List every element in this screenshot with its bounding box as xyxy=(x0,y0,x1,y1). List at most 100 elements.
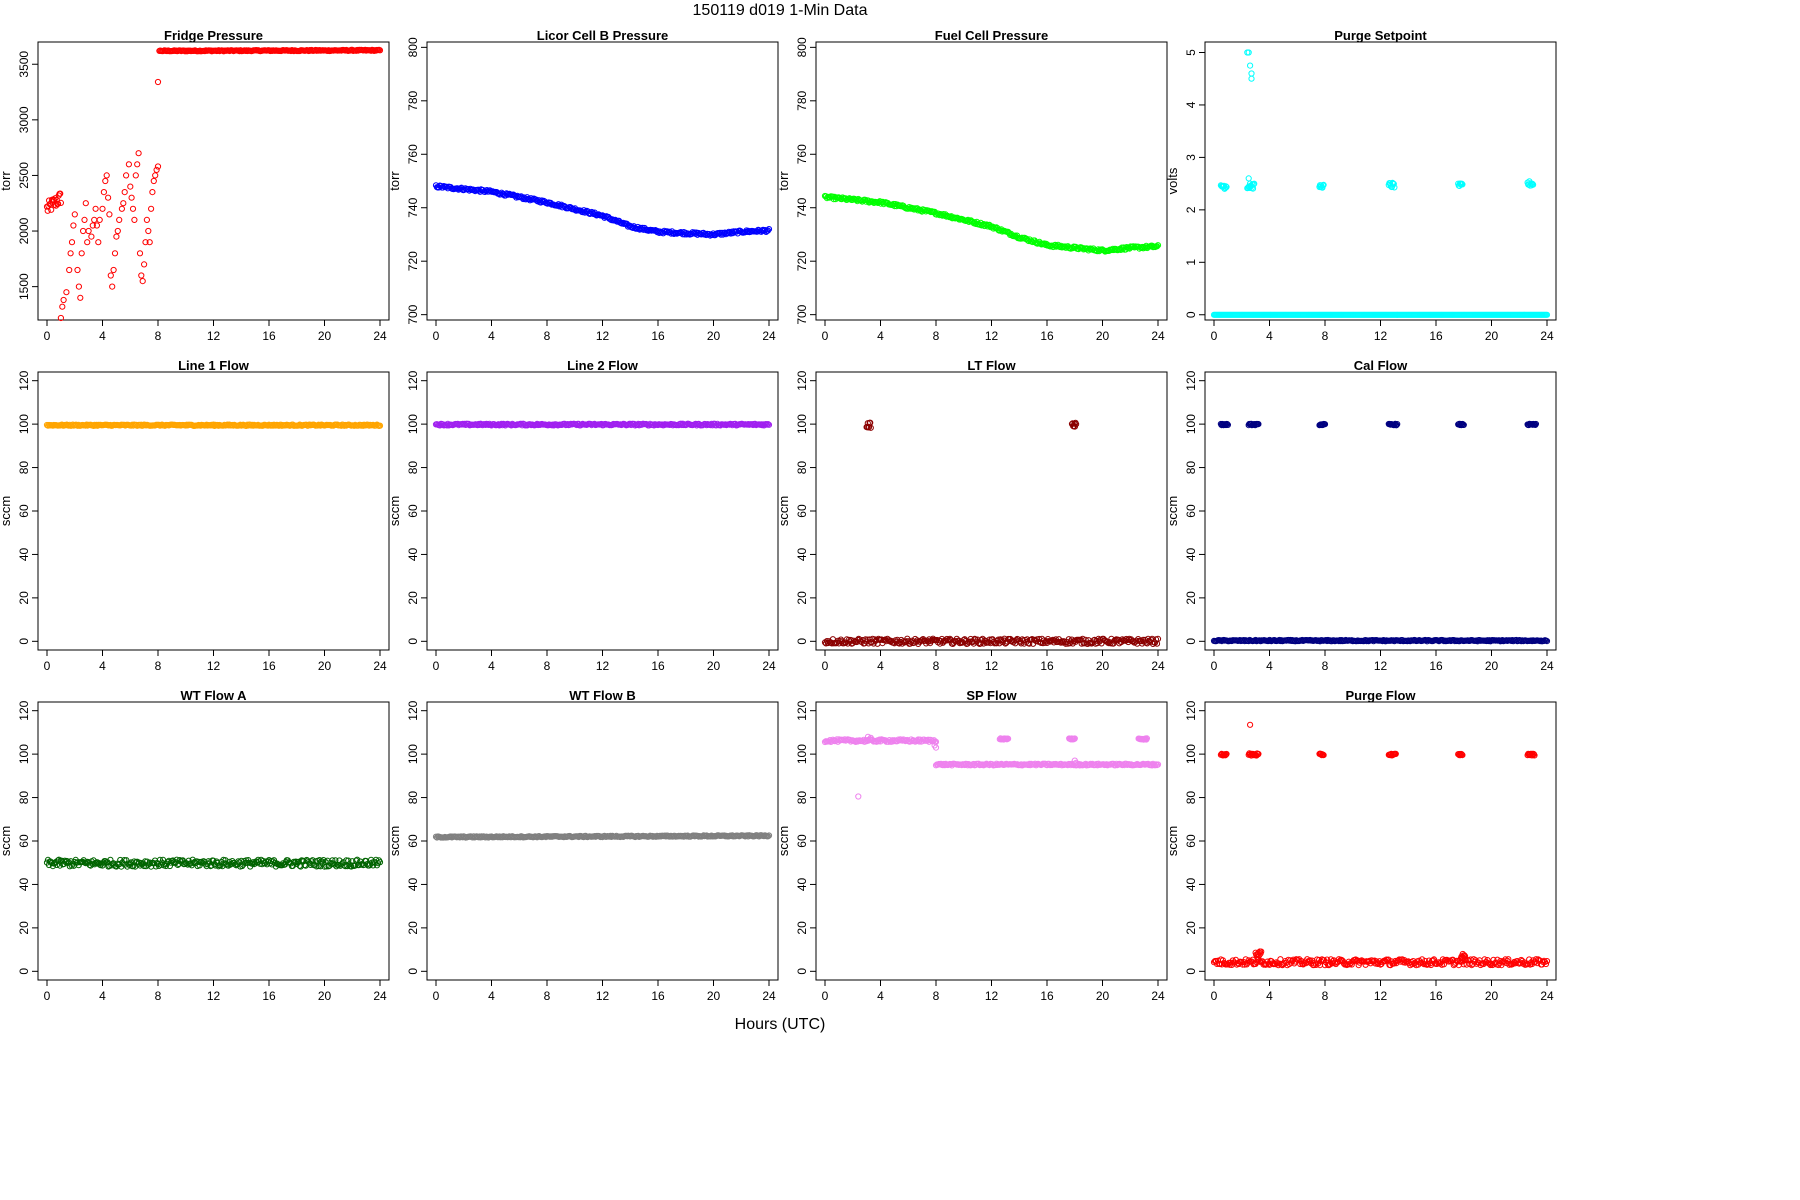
x-tick-label: 20 xyxy=(1096,659,1110,673)
plot-frame xyxy=(37,41,390,321)
y-tick-label: 100 xyxy=(17,414,31,434)
data-point xyxy=(91,216,98,223)
y-tick-label: 80 xyxy=(795,461,809,475)
y-tick-label: 120 xyxy=(17,370,31,390)
data-point xyxy=(68,239,76,246)
y-tick-label: 700 xyxy=(406,304,420,324)
plot-frame xyxy=(37,371,390,651)
x-tick-label: 12 xyxy=(596,329,610,343)
y-tick-label: 80 xyxy=(1184,461,1198,475)
plot-frame xyxy=(426,701,779,981)
x-tick-label: 12 xyxy=(1374,659,1388,673)
data-point xyxy=(855,793,862,800)
data-point xyxy=(376,47,384,54)
y-tick-label: 40 xyxy=(406,547,420,561)
y-tick-label: 20 xyxy=(1184,591,1198,605)
x-tick-label: 4 xyxy=(99,329,106,343)
y-tick-label: 0 xyxy=(1184,968,1198,975)
y-tick-label: 20 xyxy=(1184,921,1198,935)
y-axis-label: torr xyxy=(387,171,402,191)
data-point xyxy=(1043,639,1051,647)
x-tick-label: 16 xyxy=(1429,329,1443,343)
x-tick-label: 8 xyxy=(933,989,940,1003)
data-point xyxy=(114,227,121,235)
data-point xyxy=(1391,184,1398,191)
y-tick-label: 100 xyxy=(1184,414,1198,434)
data-point xyxy=(150,177,157,185)
x-tick-label: 16 xyxy=(262,659,276,673)
chart-title: Purge Flow xyxy=(1345,688,1416,703)
data-point xyxy=(1530,181,1537,188)
y-tick-label: 0 xyxy=(795,638,809,645)
x-tick-label: 0 xyxy=(1211,659,1218,673)
data-point xyxy=(96,216,103,223)
chart-title: WT Flow A xyxy=(181,688,248,703)
x-tick-label: 24 xyxy=(1540,329,1554,343)
data-point xyxy=(70,222,77,229)
data-point xyxy=(116,216,123,223)
data-point xyxy=(1250,181,1257,188)
x-tick-label: 0 xyxy=(433,329,440,343)
chart-title: Line 1 Flow xyxy=(178,358,250,373)
data-point xyxy=(57,199,65,206)
x-tick-label: 24 xyxy=(373,659,387,673)
y-tick-label: 40 xyxy=(1184,547,1198,561)
y-tick-label: 80 xyxy=(795,791,809,805)
y-tick-label: 60 xyxy=(17,504,31,518)
y-tick-label: 40 xyxy=(406,877,420,891)
data-point xyxy=(1153,243,1161,250)
data-points xyxy=(821,419,1162,648)
x-tick-label: 20 xyxy=(1096,989,1110,1003)
x-tick-label: 20 xyxy=(1096,329,1110,343)
data-point xyxy=(82,200,89,207)
data-point xyxy=(118,205,126,212)
y-tick-label: 60 xyxy=(17,834,31,848)
data-point xyxy=(129,205,137,212)
chart-title: Licor Cell B Pressure xyxy=(537,28,669,43)
data-point xyxy=(127,183,134,190)
x-tick-label: 8 xyxy=(1322,659,1329,673)
data-point xyxy=(120,200,127,207)
x-tick-label: 8 xyxy=(155,329,162,343)
plot-frame xyxy=(815,371,1168,651)
y-tick-label: 20 xyxy=(17,921,31,935)
data-points xyxy=(1210,420,1551,645)
y-axis-label: torr xyxy=(0,171,13,191)
x-tick-label: 12 xyxy=(596,659,610,673)
data-point xyxy=(765,226,773,233)
data-point xyxy=(1251,180,1258,187)
data-point xyxy=(996,640,1003,647)
y-tick-label: 720 xyxy=(795,251,809,271)
chart-title: Line 2 Flow xyxy=(567,358,639,373)
y-tick-label: 40 xyxy=(17,877,31,891)
data-point xyxy=(910,205,917,212)
y-tick-label: 80 xyxy=(17,791,31,805)
x-tick-label: 24 xyxy=(373,329,387,343)
x-tick-label: 24 xyxy=(1540,989,1554,1003)
x-tick-label: 8 xyxy=(1322,329,1329,343)
x-tick-label: 16 xyxy=(651,329,665,343)
y-tick-label: 120 xyxy=(17,700,31,720)
plot-grid: Fridge Pressure torr 0 4 8 12 16 20 24 1500 2000 25… xyxy=(0,28,1557,1003)
data-point xyxy=(48,206,55,213)
y-tick-label: 80 xyxy=(17,461,31,475)
x-tick-label: 24 xyxy=(373,989,387,1003)
x-tick-label: 12 xyxy=(596,989,610,1003)
data-point xyxy=(143,216,150,223)
x-tick-label: 8 xyxy=(933,329,940,343)
x-tick-label: 4 xyxy=(877,659,884,673)
y-tick-label: 2500 xyxy=(17,162,31,189)
y-tick-label: 780 xyxy=(406,90,420,110)
data-points xyxy=(1210,721,1551,969)
x-tick-label: 20 xyxy=(707,329,721,343)
data-point xyxy=(1529,180,1536,187)
x-tick-label: 4 xyxy=(488,329,495,343)
y-tick-label: 0 xyxy=(17,968,31,975)
data-point xyxy=(60,296,67,304)
data-point xyxy=(764,421,772,428)
x-tick-label: 12 xyxy=(207,989,221,1003)
y-tick-label: 100 xyxy=(406,744,420,764)
